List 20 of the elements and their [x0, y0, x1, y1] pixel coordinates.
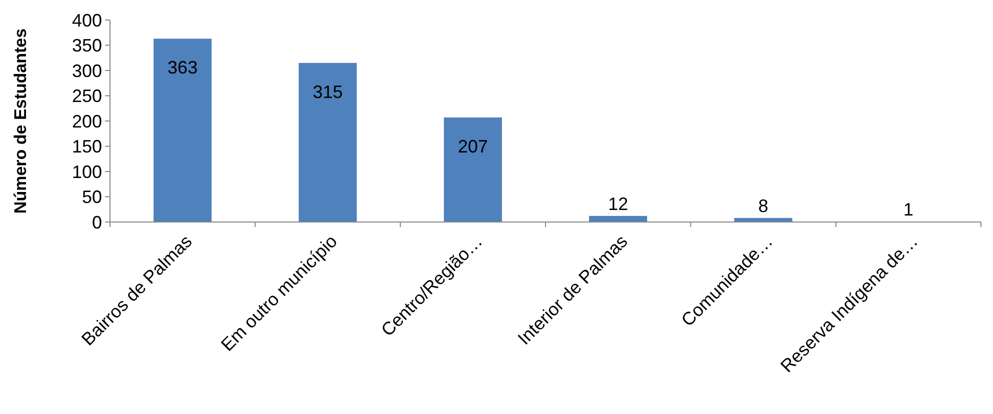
y-tick-label: 100 [72, 162, 102, 182]
y-tick-label: 150 [72, 136, 102, 157]
y-axis-title: Número de Estudantes [10, 28, 30, 214]
bar [444, 117, 502, 222]
y-tick-label: 350 [72, 36, 102, 56]
bar [154, 38, 212, 222]
data-label: 8 [758, 196, 768, 216]
data-label: 315 [312, 82, 343, 102]
y-tick-label: 0 [92, 212, 102, 232]
data-label: 207 [458, 136, 488, 156]
data-label: 1 [903, 199, 914, 220]
data-label: 12 [608, 194, 628, 214]
bar [589, 216, 648, 222]
y-tick-label: 250 [72, 86, 102, 106]
y-tick-label: 300 [72, 60, 102, 81]
y-tick-label: 50 [82, 187, 102, 208]
y-tick-label: 400 [72, 10, 102, 30]
data-label: 363 [168, 58, 198, 78]
bar [298, 62, 357, 222]
y-tick-label: 200 [72, 111, 102, 132]
